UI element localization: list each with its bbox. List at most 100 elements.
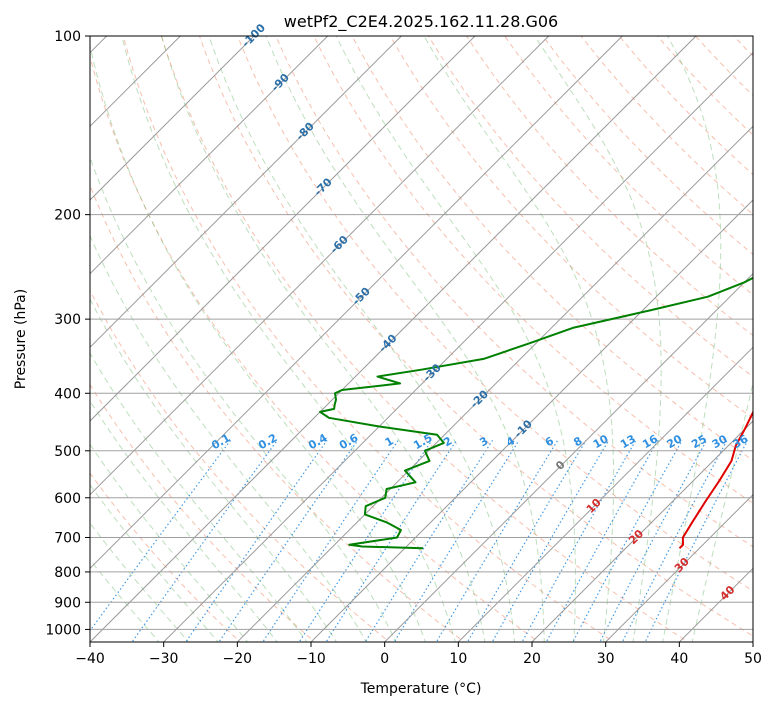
isotherm-line xyxy=(752,641,753,642)
dry-adiabat xyxy=(90,472,241,642)
x-tick-label: 20 xyxy=(523,651,541,667)
mixing-ratio-line xyxy=(491,439,610,642)
mixing-ratio-line xyxy=(435,439,559,642)
isotherm-label: -70 xyxy=(312,175,335,198)
isotherm-line xyxy=(678,567,753,642)
mixing-ratio-label: 1 xyxy=(383,434,396,449)
y-tick-label: 600 xyxy=(54,491,81,507)
isotherm-line xyxy=(457,346,753,642)
y-tick-label: 100 xyxy=(54,29,81,45)
mixing-ratio-line xyxy=(599,440,708,642)
isotherm-line xyxy=(384,272,753,642)
dry-adiabat xyxy=(656,36,753,136)
x-tick-label: −30 xyxy=(149,651,179,667)
mixing-ratio-label: 36 xyxy=(730,432,750,451)
mixing-ratio-label: 0.4 xyxy=(306,431,330,452)
x-tick-label: 30 xyxy=(597,651,615,667)
x-tick-label: −20 xyxy=(223,651,253,667)
y-tick-label: 700 xyxy=(54,531,81,547)
isotherm-line xyxy=(531,420,753,642)
dry-adiabat xyxy=(90,383,316,642)
dry-adiabat xyxy=(313,36,753,504)
moist-adiabat xyxy=(265,36,545,642)
isotherm-line xyxy=(90,36,255,201)
isotherm-line xyxy=(236,125,753,642)
moist-adiabat xyxy=(121,36,456,642)
y-tick-label: 200 xyxy=(54,208,81,224)
mixing-ratio-line xyxy=(325,439,458,642)
mixing-ratio-label: 25 xyxy=(689,432,709,451)
x-tick-label: 0 xyxy=(380,651,389,667)
isotherm-line xyxy=(90,36,329,275)
dry-adiabat xyxy=(198,36,753,637)
moist-adiabat xyxy=(90,352,308,642)
dry-adiabat xyxy=(733,36,753,57)
isotherm-line xyxy=(90,36,476,422)
isotherm-line xyxy=(90,36,623,570)
y-tick-label: 1000 xyxy=(45,622,81,638)
isotherm-line xyxy=(90,36,550,496)
moist-adiabat xyxy=(90,484,219,642)
y-tick-label: 300 xyxy=(54,312,81,328)
mixing-ratio-line xyxy=(621,440,728,642)
y-tick-label: 400 xyxy=(54,386,81,402)
isotherm-label: -50 xyxy=(350,284,373,307)
isotherm-line xyxy=(90,36,697,642)
moist-adiabat xyxy=(90,234,367,642)
moist-adiabat xyxy=(90,443,249,642)
mixing-ratio-label: 3 xyxy=(477,434,490,449)
y-axis-ticks: 100 200 300 400 500 600 700 800 900 1000 xyxy=(45,29,90,638)
isotherm-line xyxy=(310,199,753,642)
plot-frame xyxy=(89,35,754,643)
isotherm-line xyxy=(605,493,753,642)
dry-adiabat xyxy=(90,184,465,642)
mixing-ratio-label: 2 xyxy=(441,434,454,449)
dry-adiabat xyxy=(351,36,753,462)
dry-adiabat xyxy=(90,289,391,642)
mixing-ratio-label: 20 xyxy=(665,432,685,451)
mixing-ratio-line xyxy=(644,440,749,642)
moist-adiabat xyxy=(534,36,662,642)
dry-adiabat xyxy=(389,36,753,419)
dry-adiabat xyxy=(275,36,753,548)
moist-adiabat xyxy=(90,399,278,642)
mixing-ratio-label: 0.1 xyxy=(209,431,232,452)
sounding-traces xyxy=(319,276,753,550)
dry-adiabat xyxy=(90,54,540,642)
dry-adiabat xyxy=(542,36,753,256)
x-tick-label: 50 xyxy=(744,651,762,667)
isotherm-line xyxy=(90,36,402,349)
dry-adiabat xyxy=(580,36,753,215)
temperature-trace xyxy=(678,410,753,550)
y-axis-label: Pressure (hPa) xyxy=(13,289,29,389)
mixing-ratio-label: 10 xyxy=(591,432,611,451)
x-tick-label: −10 xyxy=(296,651,326,667)
dry-adiabat xyxy=(466,36,753,337)
chart-title: wetPf2_C2E4.2025.162.11.28.G06 xyxy=(284,12,558,32)
isotherm-line xyxy=(163,51,753,642)
moist-adiabat xyxy=(691,380,753,642)
mixing-ratio-line xyxy=(298,439,433,642)
x-axis-label: Temperature (°C) xyxy=(360,681,482,697)
y-tick-label: 500 xyxy=(54,444,81,460)
dry-adiabat xyxy=(759,23,775,645)
mixing-ratio-label: 6 xyxy=(543,434,556,449)
mixing-ratio-line xyxy=(262,439,399,642)
mixing-ratio-label: 30 xyxy=(710,432,730,451)
moist-adiabat xyxy=(423,36,615,642)
x-tick-label: −40 xyxy=(75,651,105,667)
y-tick-label: 800 xyxy=(54,565,81,581)
x-tick-label: 40 xyxy=(670,651,688,667)
mixing-ratio-line xyxy=(572,440,683,642)
plot-background-lines xyxy=(90,23,775,645)
x-tick-label: 10 xyxy=(449,651,467,667)
mixing-ratio-line xyxy=(185,439,328,642)
mixing-ratio-line xyxy=(90,439,232,632)
y-tick-label: 900 xyxy=(54,595,81,611)
mixing-ratio-label: 0.2 xyxy=(256,431,279,452)
mixing-ratio-label: 13 xyxy=(618,432,638,451)
x-axis-ticks: −40 −30 −20 −10 0 10 20 30 40 50 xyxy=(75,642,762,667)
mixing-ratio-line xyxy=(131,439,278,642)
isotherm-label: -10 xyxy=(512,417,535,440)
